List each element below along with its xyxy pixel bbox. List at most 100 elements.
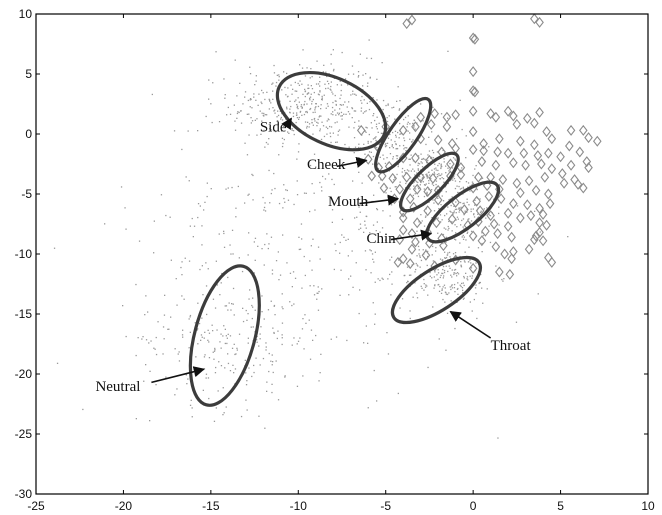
data-point [297,151,300,153]
data-point [255,80,257,82]
data-point [384,162,387,165]
data-point [224,328,226,330]
data-point [428,188,430,191]
data-point [396,173,398,176]
data-point [417,181,419,184]
data-point [271,273,274,275]
data-point [441,219,443,221]
data-point [256,341,258,343]
data-point [438,290,441,292]
data-point [292,88,294,90]
data-point [394,140,396,143]
data-point [293,203,295,206]
data-point [293,303,295,305]
data-point [263,264,265,266]
data-point [191,416,193,418]
data-point [248,367,250,369]
diamond-marker [477,156,487,168]
data-point [378,182,380,184]
data-point [441,260,444,262]
data-point [260,326,262,328]
data-point [432,245,434,248]
data-point [394,130,397,132]
data-point [453,212,455,214]
data-point [240,110,242,112]
data-point [320,138,323,141]
data-point [344,78,347,80]
data-point [220,365,223,367]
diamond-marker [524,243,534,255]
data-point [446,254,449,256]
data-point [456,216,459,218]
data-point [387,103,389,105]
data-point [480,273,482,276]
ellipse-outlines [188,71,501,407]
data-point [437,176,439,178]
data-point [214,349,216,351]
data-point [251,120,254,122]
data-point [465,157,467,159]
data-point [431,156,433,159]
x-tick-label: -5 [380,499,391,513]
data-point [412,168,414,170]
data-point [211,324,213,326]
data-point [465,272,467,274]
data-point [259,338,261,340]
data-point [420,285,422,287]
data-point [233,104,235,106]
data-point [264,427,266,429]
data-point [368,133,370,136]
data-point [301,328,304,330]
data-point [331,221,333,223]
data-point [326,80,329,82]
diamond-marker [484,190,494,202]
data-point [465,135,467,137]
data-point [417,169,419,171]
data-point [301,83,303,85]
data-point [347,111,350,113]
data-point [454,158,456,160]
data-point [262,92,264,94]
data-point [412,296,414,298]
data-point [170,259,172,261]
data-point [453,272,455,274]
diamond-marker [491,111,501,123]
data-point [440,174,442,177]
data-point [305,111,307,113]
data-point [470,210,472,213]
data-point [165,214,167,217]
data-point [448,227,450,230]
data-point [320,186,323,188]
data-point [274,109,276,111]
data-point [430,177,432,180]
data-point [358,312,360,315]
data-point [373,194,375,196]
data-point [315,103,317,105]
data-point [435,169,437,171]
data-point [304,100,306,103]
data-point [278,74,280,76]
diamond-marker [439,240,448,252]
data-point [436,274,438,276]
data-point [238,257,240,259]
diamond-marker [521,159,530,171]
data-point [427,255,429,258]
data-point [347,73,350,75]
data-point [402,144,405,147]
data-point [189,331,191,333]
data-point [415,262,417,265]
data-point [422,176,424,179]
data-point [317,246,320,248]
data-point [476,188,478,191]
data-point [328,119,330,121]
data-point [200,339,202,341]
data-point [454,327,456,330]
data-point [303,192,306,194]
data-point [270,192,272,195]
data-point [268,169,270,172]
data-point [421,166,424,168]
data-point [206,313,208,316]
data-point [280,130,283,132]
diamond-marker [446,158,455,170]
